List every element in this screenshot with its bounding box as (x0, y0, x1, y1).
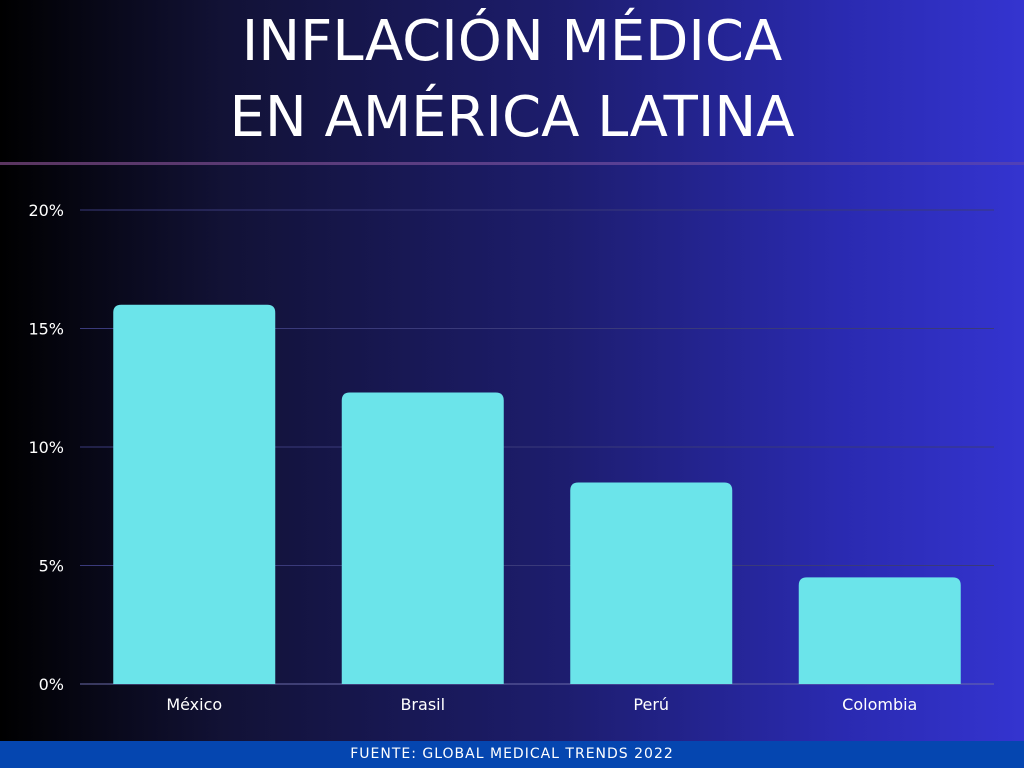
x-tick-label: Perú (633, 695, 669, 714)
x-axis-ticks: México Brasil Perú Colombia (166, 695, 917, 714)
bar-méxico (113, 304, 276, 684)
x-tick-label: Colombia (842, 695, 917, 714)
chart-title: INFLACIÓN MÉDICA EN AMÉRICA LATINA (0, 4, 1024, 156)
title-divider (0, 162, 1024, 165)
bar-brasil (341, 392, 504, 684)
y-tick-label: 15% (28, 320, 64, 339)
chart-title-line-1: INFLACIÓN MÉDICA (241, 9, 783, 74)
y-tick-label: 5% (39, 557, 64, 576)
y-tick-label: 20% (28, 201, 64, 220)
y-tick-label: 10% (28, 438, 64, 457)
y-axis-ticks: 0% 5% 10% 15% 20% (28, 201, 64, 694)
x-tick-label: México (166, 695, 222, 714)
bar-colombia (798, 577, 961, 684)
source-footer: FUENTE: GLOBAL MEDICAL TRENDS 2022 (0, 741, 1024, 768)
bar-perú (570, 482, 733, 684)
bar-chart: 0% 5% 10% 15% 20% México Brasil Perú Colombia (28, 201, 994, 714)
chart-title-line-2: EN AMÉRICA LATINA (229, 85, 795, 150)
bars (113, 304, 961, 684)
y-tick-label: 0% (39, 675, 64, 694)
x-tick-label: Brasil (400, 695, 445, 714)
